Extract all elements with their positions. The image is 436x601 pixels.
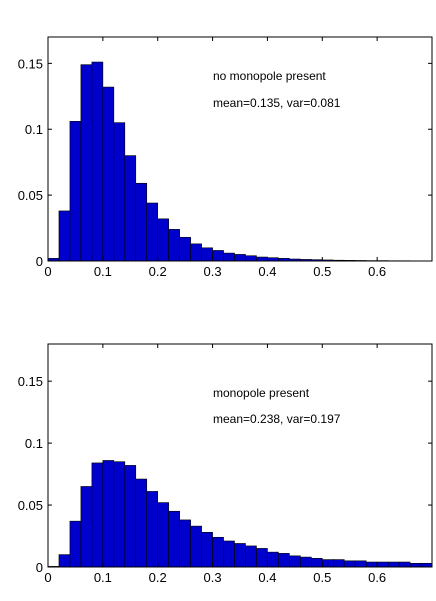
top-bar-16 — [223, 252, 235, 262]
bottom-x-ticks: 0 0.1 0.2 0.3 0.4 0.5 0.6 — [44, 344, 386, 585]
bottom-bar-20 — [267, 551, 279, 568]
top-annotation-label: no monopole present — [213, 69, 326, 83]
bottom-bar-18 — [245, 545, 257, 568]
bottom-bar-13 — [190, 525, 202, 568]
top-y-tick-label-0: 0 — [36, 254, 43, 269]
top-y-tick-label-3: 0.15 — [18, 56, 43, 71]
top-x-tick-label-4: 0.4 — [258, 264, 276, 279]
top-x-tick-label-0: 0 — [44, 264, 51, 279]
top-x-ticks: 0 0.1 0.2 0.3 0.4 0.5 0.6 — [44, 37, 386, 279]
bottom-bar-6 — [113, 461, 126, 568]
top-x-tick-label-3: 0.3 — [204, 264, 222, 279]
top-bar-10 — [157, 218, 169, 262]
bottom-bar-32 — [398, 561, 411, 568]
bottom-x-tick-label-0: 0 — [44, 570, 51, 585]
top-bar-5 — [102, 86, 115, 262]
top-bar-4 — [91, 61, 104, 262]
bottom-bar-28 — [354, 560, 367, 568]
top-bar-17 — [234, 254, 246, 262]
top-y-tick-label-2: 0.1 — [25, 122, 43, 137]
bottom-axes-frame — [47, 343, 433, 568]
top-histogram-panel: 0 0.1 0.2 0.3 0.4 0.5 0.6 0 0.05 0.1 0.15 no mono… — [18, 36, 433, 279]
bottom-bar-4 — [91, 462, 104, 568]
bottom-bar-34 — [420, 562, 433, 568]
bottom-x-tick-label-3: 0.3 — [204, 570, 222, 585]
bottom-y-ticks: 0 0.05 0.1 0.15 — [18, 374, 432, 575]
bottom-bar-14 — [201, 532, 213, 568]
top-y-ticks: 0 0.05 0.1 0.15 — [18, 56, 432, 269]
top-bar-18 — [245, 255, 257, 262]
bottom-histogram-panel: 0 0.1 0.2 0.3 0.4 0.5 0.6 0 0.05 0.1 0.15 monopol… — [18, 343, 433, 585]
bottom-bar-2 — [69, 520, 82, 568]
bottom-bar-19 — [256, 548, 268, 568]
top-bar-9 — [146, 202, 159, 262]
bottom-annotation-label: monopole present — [213, 386, 310, 400]
top-bar-6 — [113, 122, 126, 262]
top-annotation-stats: mean=0.135, var=0.081 — [213, 96, 341, 110]
top-bar-3 — [80, 64, 93, 262]
bottom-bar-25 — [321, 559, 334, 568]
top-x-tick-label-5: 0.5 — [313, 264, 331, 279]
bottom-bar-21 — [278, 553, 290, 568]
top-bar-19 — [256, 256, 268, 262]
bottom-x-tick-label-6: 0.6 — [368, 570, 386, 585]
bottom-bar-16 — [223, 540, 235, 568]
top-x-tick-label-6: 0.6 — [368, 264, 386, 279]
bottom-y-tick-label-3: 0.15 — [18, 374, 43, 389]
bottom-bar-26 — [332, 559, 345, 568]
bottom-bar-9 — [146, 491, 159, 568]
bottom-bar-23 — [300, 556, 312, 568]
bottom-y-tick-label-2: 0.1 — [25, 436, 43, 451]
bottom-bar-5 — [102, 460, 115, 568]
bottom-bar-33 — [409, 562, 422, 568]
bottom-bar-3 — [80, 486, 93, 568]
bottom-x-tick-label-4: 0.4 — [258, 570, 276, 585]
bottom-bar-24 — [311, 558, 323, 568]
bottom-bar-27 — [343, 560, 356, 568]
top-y-tick-label-1: 0.05 — [18, 188, 43, 203]
bottom-annotation-stats: mean=0.238, var=0.197 — [213, 412, 341, 426]
bottom-y-tick-label-1: 0.05 — [18, 498, 43, 513]
bottom-x-tick-label-5: 0.5 — [313, 570, 331, 585]
bottom-bar-30 — [376, 561, 389, 568]
bottom-bar-11 — [168, 510, 180, 568]
bottom-bar-8 — [135, 478, 148, 568]
top-bar-1 — [58, 210, 71, 262]
bottom-x-tick-label-1: 0.1 — [94, 570, 112, 585]
bottom-bar-7 — [124, 465, 137, 568]
top-axes-frame — [47, 36, 433, 262]
top-x-tick-label-1: 0.1 — [94, 264, 112, 279]
bottom-bars — [47, 460, 433, 568]
bottom-bar-29 — [365, 561, 378, 568]
bottom-bar-12 — [179, 519, 191, 568]
top-bar-12 — [179, 236, 191, 262]
bottom-x-tick-label-2: 0.2 — [149, 570, 167, 585]
top-bar-7 — [124, 155, 137, 262]
top-bar-13 — [190, 243, 202, 262]
bottom-bar-31 — [387, 561, 400, 568]
bottom-bar-22 — [289, 555, 301, 568]
top-bars — [47, 61, 433, 262]
top-bar-15 — [212, 250, 224, 262]
bottom-bar-15 — [212, 536, 224, 568]
top-bar-11 — [168, 229, 180, 262]
bottom-bar-17 — [234, 543, 246, 568]
top-bar-2 — [69, 121, 82, 262]
bottom-bar-1 — [58, 554, 71, 568]
bottom-bar-10 — [157, 502, 169, 568]
bottom-y-tick-label-0: 0 — [36, 560, 43, 575]
top-x-tick-label-2: 0.2 — [149, 264, 167, 279]
top-bar-8 — [135, 182, 148, 262]
top-bar-14 — [201, 247, 213, 262]
